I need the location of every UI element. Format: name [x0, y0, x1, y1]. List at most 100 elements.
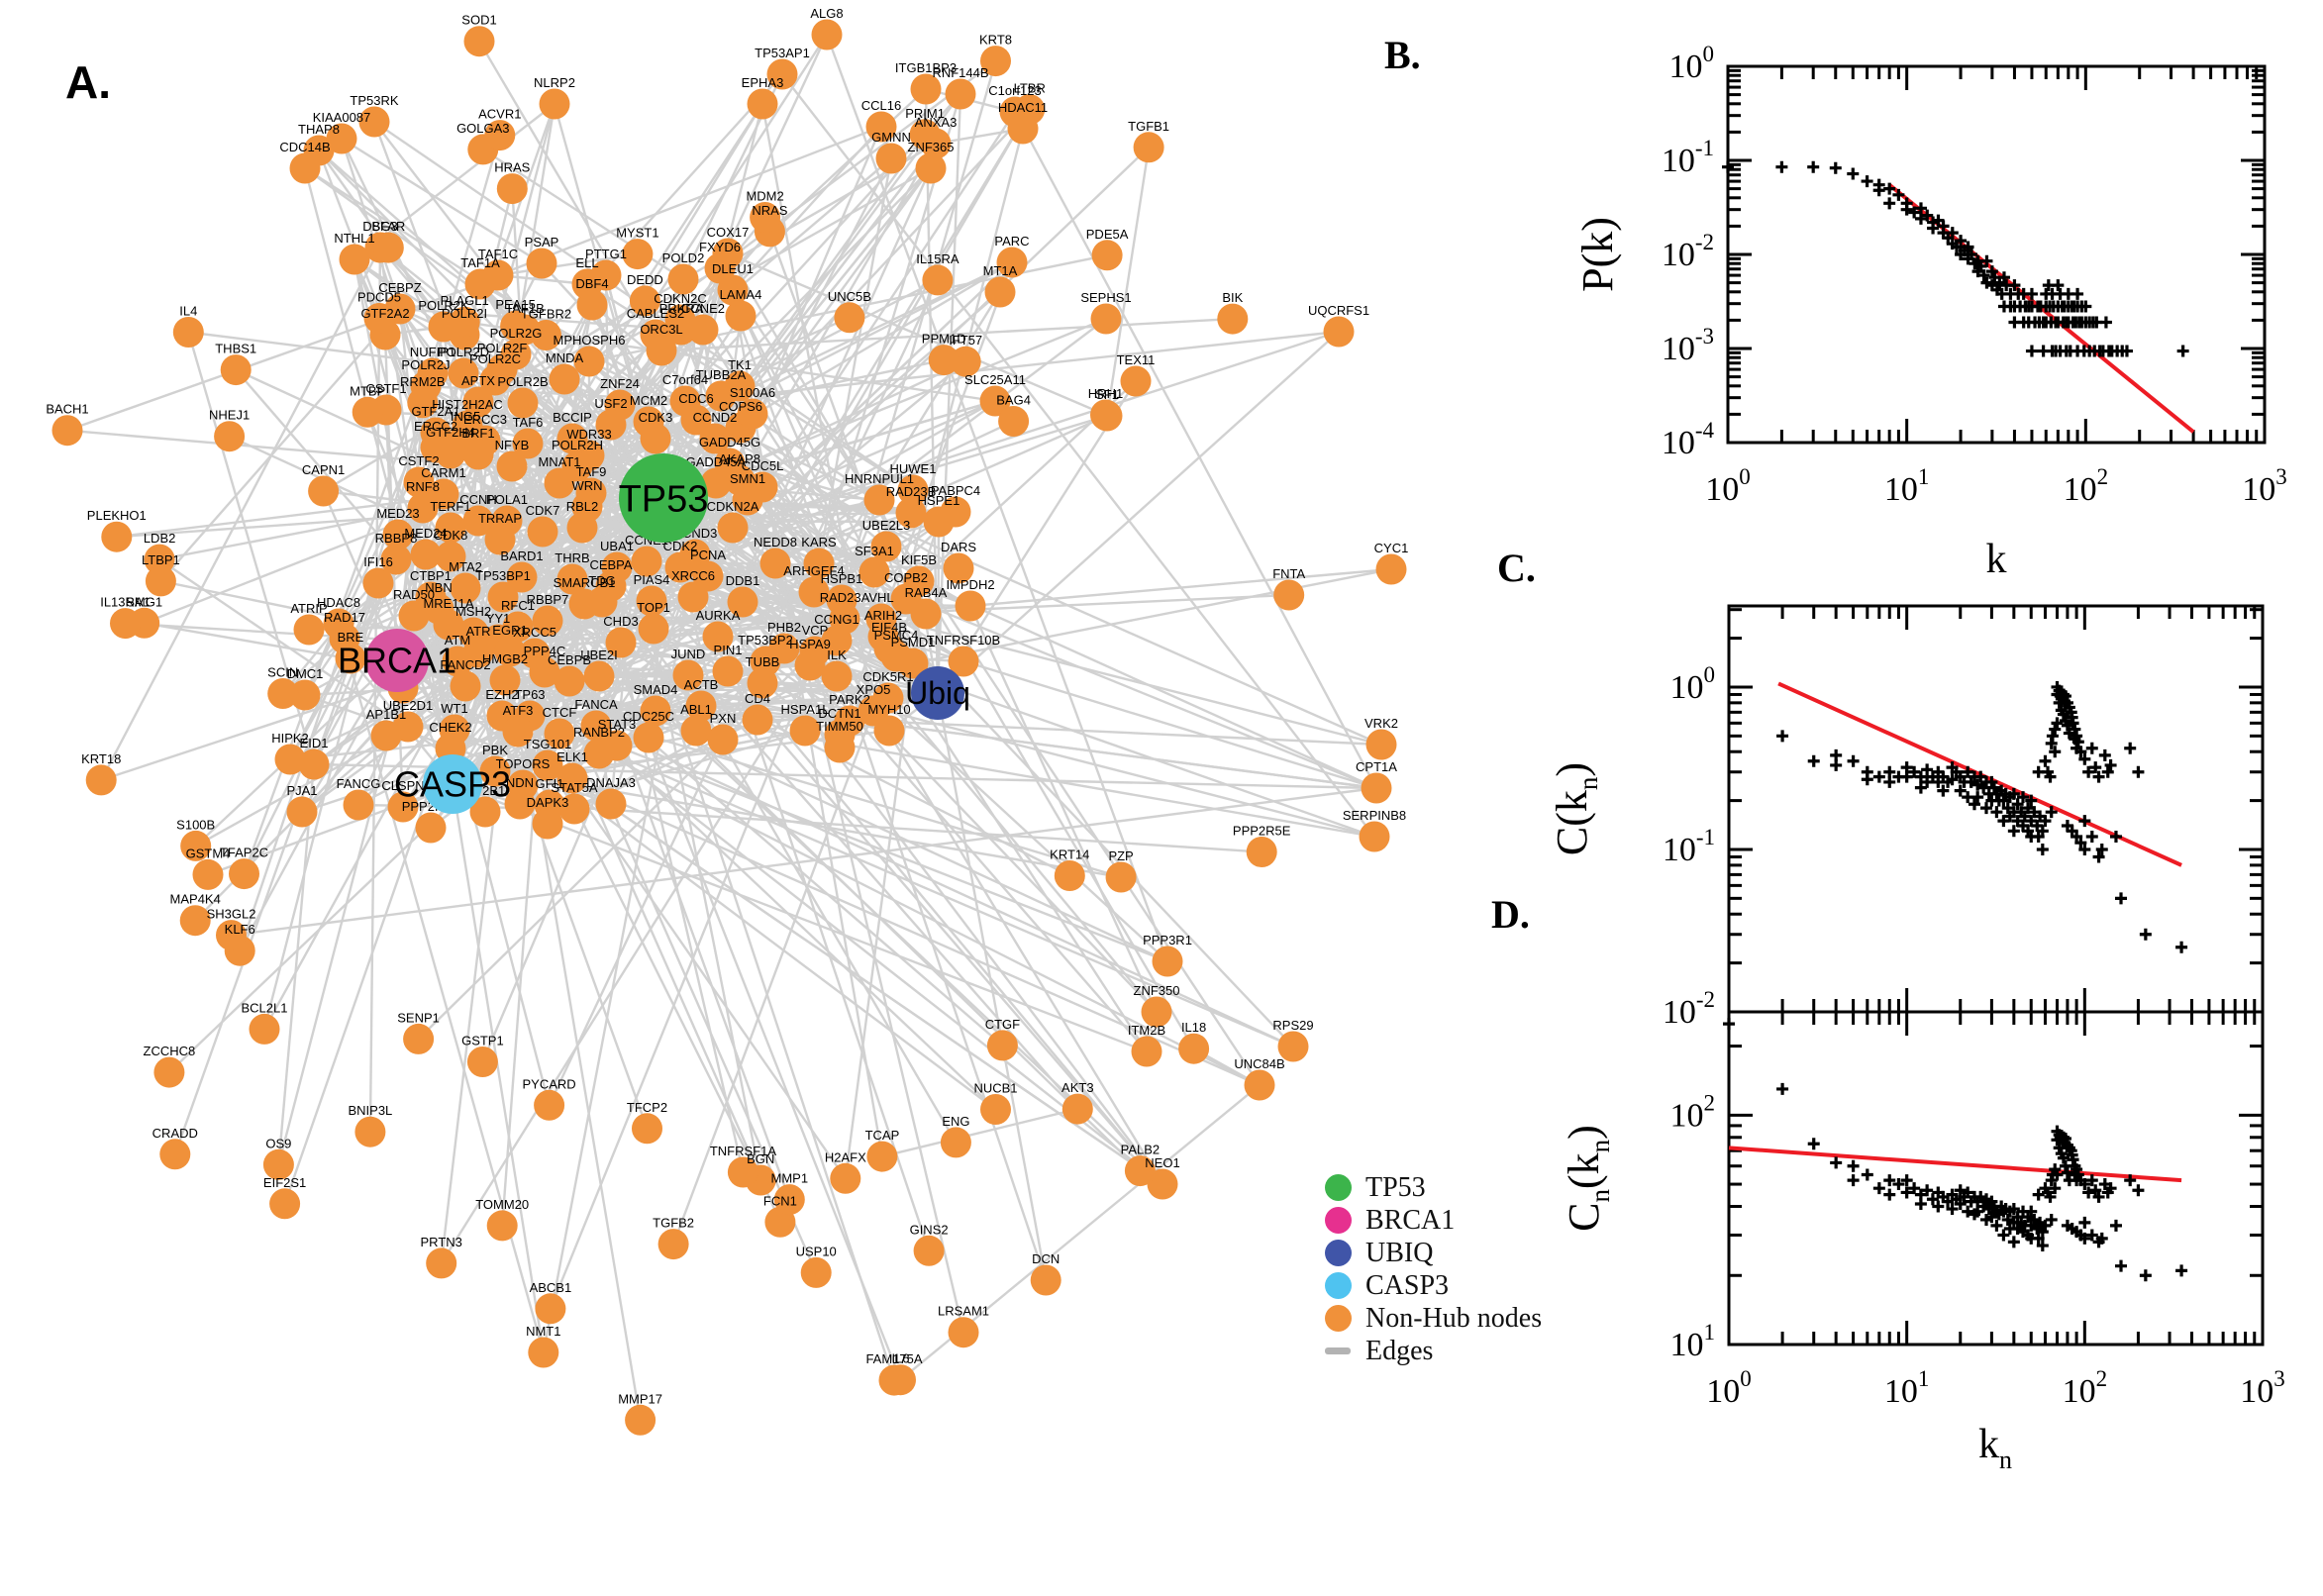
non-hub-node: [479, 755, 511, 787]
non-hub-node: [866, 1141, 898, 1172]
data-point: [2036, 1226, 2049, 1239]
non-hub-node: [180, 830, 212, 861]
node-label: BACH1: [46, 402, 88, 417]
data-point: [1974, 1190, 1987, 1203]
node-label: KARS: [801, 535, 837, 549]
non-hub-node: [526, 248, 557, 279]
node-label: HIPK2: [271, 731, 309, 746]
non-hub-node: [677, 581, 709, 613]
node-label: POLR2I: [442, 306, 487, 321]
edge: [570, 438, 745, 1173]
data-point: [2085, 742, 2098, 754]
node-label: HRH1: [1088, 386, 1123, 401]
node-label: MTA2: [449, 559, 482, 574]
non-hub-node: [323, 608, 354, 640]
node-label: ELL: [575, 255, 598, 270]
node-label: CCL16: [861, 98, 901, 113]
non-hub-node: [352, 396, 383, 428]
non-hub-node: [512, 428, 544, 459]
data-point: [1829, 161, 1842, 174]
node-label: ERCC2: [414, 419, 457, 434]
edge: [451, 783, 545, 1353]
data-point: [2039, 1219, 2052, 1232]
node-label: ATRIP: [290, 601, 327, 616]
non-hub-node: [834, 302, 865, 334]
hub-label-ubiq: Ubiq: [905, 675, 970, 711]
hub-label-casp3: CASP3: [394, 764, 511, 805]
node-label: BAG4: [996, 393, 1031, 408]
data-point: [1997, 271, 2010, 284]
non-hub-node: [496, 450, 528, 482]
non-hub-node: [479, 364, 511, 396]
non-hub-node: [1147, 1168, 1178, 1200]
data-point: [1977, 269, 1990, 282]
node-label: RAD17: [324, 610, 365, 625]
node-label: GINS2: [910, 1222, 949, 1237]
axis-tick-label: 10-3: [1662, 324, 1714, 367]
node-label: UBA1: [600, 539, 634, 553]
node-label: MNDA: [546, 350, 584, 365]
edge: [497, 252, 639, 277]
non-hub-node: [1273, 579, 1305, 611]
data-point: [1987, 781, 2000, 794]
non-hub-node: [1014, 94, 1046, 126]
data-point: [1847, 167, 1860, 180]
non-hub-node: [289, 152, 321, 184]
non-hub-node: [450, 670, 481, 702]
edge: [476, 453, 642, 1421]
node-label: HSPA1L: [781, 702, 830, 717]
legend-node-dot-icon: [1325, 1305, 1352, 1332]
node-label: IL18: [1181, 1020, 1206, 1035]
non-hub-node: [1141, 996, 1172, 1028]
node-label: PPP2R5E: [1233, 824, 1291, 839]
data-point: [2032, 1188, 2045, 1201]
non-hub-node: [532, 749, 563, 781]
data-point: [2059, 1133, 2071, 1146]
data-point: [2176, 345, 2189, 357]
non-hub-node: [507, 387, 539, 419]
node-label: RRM2B: [400, 374, 446, 389]
data-point: [2036, 825, 2049, 838]
data-point: [2082, 1186, 2095, 1199]
non-hub-node: [1152, 946, 1183, 977]
node-label: CCNE2: [681, 301, 725, 316]
node-label: ABL1: [680, 702, 712, 717]
non-hub-node: [489, 664, 521, 696]
legend-node-dot-icon: [1325, 1272, 1352, 1299]
edge: [936, 380, 1138, 694]
axis-tick-label: 10-1: [1663, 825, 1715, 868]
legend-item-casp3: CASP3: [1325, 1269, 1542, 1302]
node-label: RBBP7: [527, 592, 569, 607]
data-point: [2089, 761, 2102, 774]
node-label: RAD23B: [886, 484, 937, 499]
data-point: [1861, 175, 1873, 188]
data-point: [1900, 203, 1913, 216]
node-label: LTBP1: [142, 552, 180, 567]
node-label: TP53AP1: [755, 46, 810, 60]
data-point: [1955, 235, 1968, 248]
data-point: [1914, 770, 1927, 783]
node-label: EID1: [300, 736, 329, 750]
data-point: [1968, 798, 1980, 811]
node-label: TIMM50: [816, 719, 863, 734]
data-point: [1883, 775, 1896, 788]
node-label: SH3GL2: [207, 907, 256, 922]
non-hub-node: [249, 1013, 280, 1045]
data-point: [1830, 758, 1843, 771]
axis-ticks: [1727, 1012, 2265, 1347]
non-hub-node: [640, 423, 671, 454]
data-point: [1914, 202, 1927, 215]
edge: [719, 395, 1149, 1052]
data-point: [1872, 184, 1885, 197]
non-hub-node: [759, 548, 791, 579]
data-point: [2079, 300, 2092, 313]
fit-line: [1728, 1146, 2182, 1183]
node-label: DMC1: [287, 666, 324, 681]
node-label: CDK2: [663, 539, 698, 553]
data-point: [1980, 802, 1993, 815]
non-hub-node: [1030, 1264, 1061, 1296]
data-point: [1914, 212, 1927, 225]
node-label: DDB1: [726, 573, 760, 588]
axis-tick-label: 10-1: [1662, 136, 1714, 179]
non-hub-node: [110, 608, 141, 640]
